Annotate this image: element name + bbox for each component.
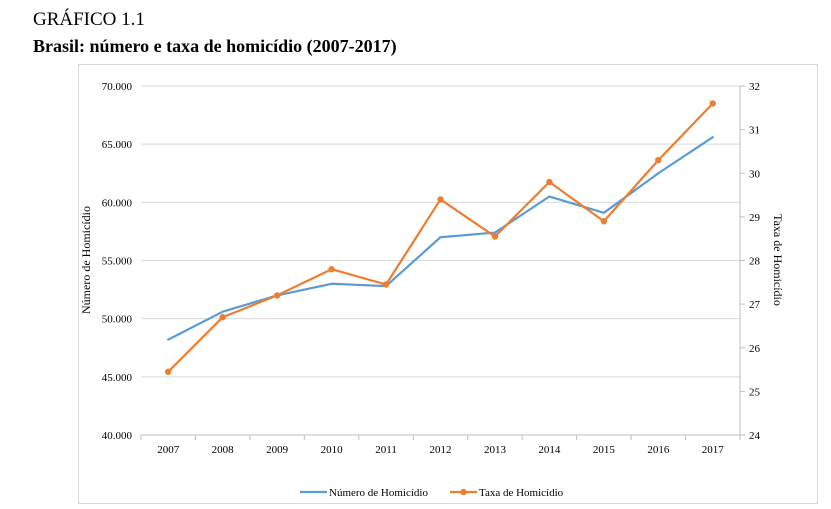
left-axis-ticks: 40.000 45.000 50.000 55.000 60.000 65.000 70.0…: [102, 81, 133, 442]
data-point: [600, 218, 608, 225]
y2-axis-label: Taxa de Homicídio: [771, 214, 785, 306]
data-point: [219, 314, 226, 321]
chart-frame: [78, 64, 818, 504]
x-tick-label: 2017: [702, 444, 725, 456]
x-axis-ticks: 2007 2008 2009 2010 2011 2012 2013 2014 2015 2016…: [140, 435, 741, 456]
y2-tick-label: 32: [749, 81, 760, 93]
y2-tick-label: 27: [749, 299, 761, 311]
data-point: [328, 266, 335, 273]
data-point: [437, 196, 444, 203]
right-axis-ticks: 24 25 26 27 28 29 30 31 32: [740, 81, 761, 442]
x-tick-label: 2015: [593, 444, 616, 456]
data-point: [546, 178, 553, 186]
legend-label: Número de Homicídio: [329, 487, 428, 499]
x-tick-label: 2013: [484, 444, 507, 456]
y2-tick-label: 29: [749, 212, 761, 224]
data-point: [655, 156, 662, 164]
legend: Número de Homicídio Taxa de Homicídio: [300, 487, 564, 499]
data-point: [382, 281, 390, 288]
gridlines: [141, 85, 740, 378]
data-point: [491, 233, 499, 240]
x-tick-label: 2011: [375, 444, 397, 456]
data-point: [709, 100, 716, 107]
y-tick-label: 50.000: [102, 314, 133, 326]
x-tick-label: 2008: [212, 444, 235, 456]
figure-label: GRÁFICO 1.1: [33, 9, 145, 30]
x-tick-label: 2016: [647, 444, 670, 456]
series-lines: [165, 100, 716, 375]
y-axis-label: Número de Homicídio: [79, 206, 93, 314]
y-tick-label: 40.000: [102, 430, 133, 442]
data-point: [273, 292, 281, 299]
x-tick-label: 2009: [266, 444, 289, 456]
x-tick-label: 2012: [430, 444, 452, 456]
y2-tick-label: 28: [749, 256, 761, 268]
data-point: [165, 368, 172, 375]
series-line-1: [167, 136, 714, 341]
legend-label: Taxa de Homicídio: [479, 487, 564, 499]
y-tick-label: 65.000: [102, 139, 133, 151]
y2-tick-label: 25: [749, 386, 761, 398]
chart-title: Brasil: número e taxa de homicídio (2007…: [33, 36, 397, 56]
x-tick-label: 2010: [321, 444, 344, 456]
y-tick-label: 60.000: [102, 197, 133, 209]
y2-tick-label: 30: [749, 168, 761, 180]
x-tick-label: 2007: [157, 444, 180, 456]
y2-tick-label: 31: [749, 125, 760, 137]
x-tick-label: 2014: [538, 444, 561, 456]
y-tick-label: 55.000: [102, 256, 133, 268]
y-tick-label: 70.000: [102, 81, 133, 93]
y2-tick-label: 24: [749, 430, 761, 442]
y2-tick-label: 26: [749, 343, 761, 355]
legend-marker: [460, 488, 467, 496]
y-tick-label: 45.000: [102, 372, 133, 384]
